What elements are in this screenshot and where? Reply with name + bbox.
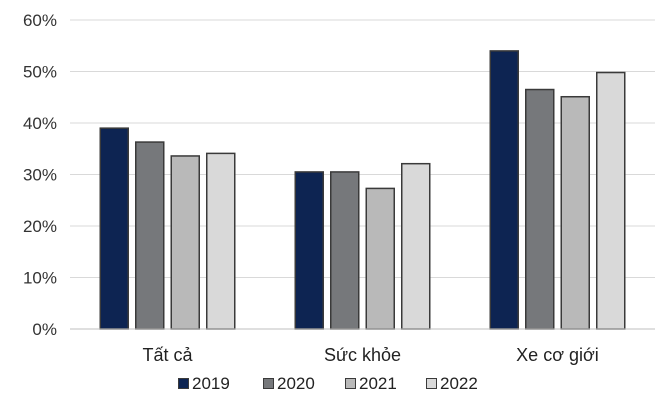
y-axis-ticks: 0% 10% 20% 30% 40% 50% 60% bbox=[23, 11, 57, 339]
bar-2021-0 bbox=[170, 155, 200, 330]
bar-2019-1 bbox=[294, 171, 324, 330]
bar-2020-2 bbox=[525, 88, 555, 330]
bar-2022-2 bbox=[596, 71, 626, 330]
y-tick-label: 20% bbox=[23, 217, 57, 236]
x-category-label: Xe cơ giới bbox=[516, 345, 599, 365]
bar-2019-0 bbox=[99, 127, 129, 330]
bar-2021-2 bbox=[560, 95, 590, 330]
gridlines bbox=[70, 19, 655, 278]
legend: 2019 2020 2021 2022 bbox=[178, 374, 478, 393]
legend-label: 2020 bbox=[277, 374, 315, 393]
legend-swatch-2021 bbox=[345, 378, 356, 389]
x-category-label: Sức khỏe bbox=[324, 345, 401, 365]
bars bbox=[99, 50, 626, 330]
y-tick-label: 0% bbox=[32, 320, 57, 339]
bar-2019-2 bbox=[489, 50, 519, 330]
bar-2022-1 bbox=[401, 162, 431, 330]
y-tick-label: 30% bbox=[23, 166, 57, 185]
legend-swatch-2019 bbox=[178, 378, 189, 389]
legend-label: 2019 bbox=[192, 374, 230, 393]
y-tick-label: 60% bbox=[23, 11, 57, 30]
legend-swatch-2020 bbox=[263, 378, 274, 389]
x-axis-categories: Tất cả Sức khỏe Xe cơ giới bbox=[142, 345, 598, 365]
bar-2021-1 bbox=[365, 187, 395, 330]
legend-label: 2021 bbox=[359, 374, 397, 393]
x-category-label: Tất cả bbox=[142, 345, 193, 365]
y-tick-label: 50% bbox=[23, 63, 57, 82]
bar-2022-0 bbox=[206, 152, 236, 330]
y-tick-label: 40% bbox=[23, 114, 57, 133]
legend-swatch-2022 bbox=[426, 378, 437, 389]
bar-2020-1 bbox=[330, 171, 360, 330]
bar-2020-0 bbox=[135, 141, 165, 330]
legend-label: 2022 bbox=[440, 374, 478, 393]
y-tick-label: 10% bbox=[23, 269, 57, 288]
